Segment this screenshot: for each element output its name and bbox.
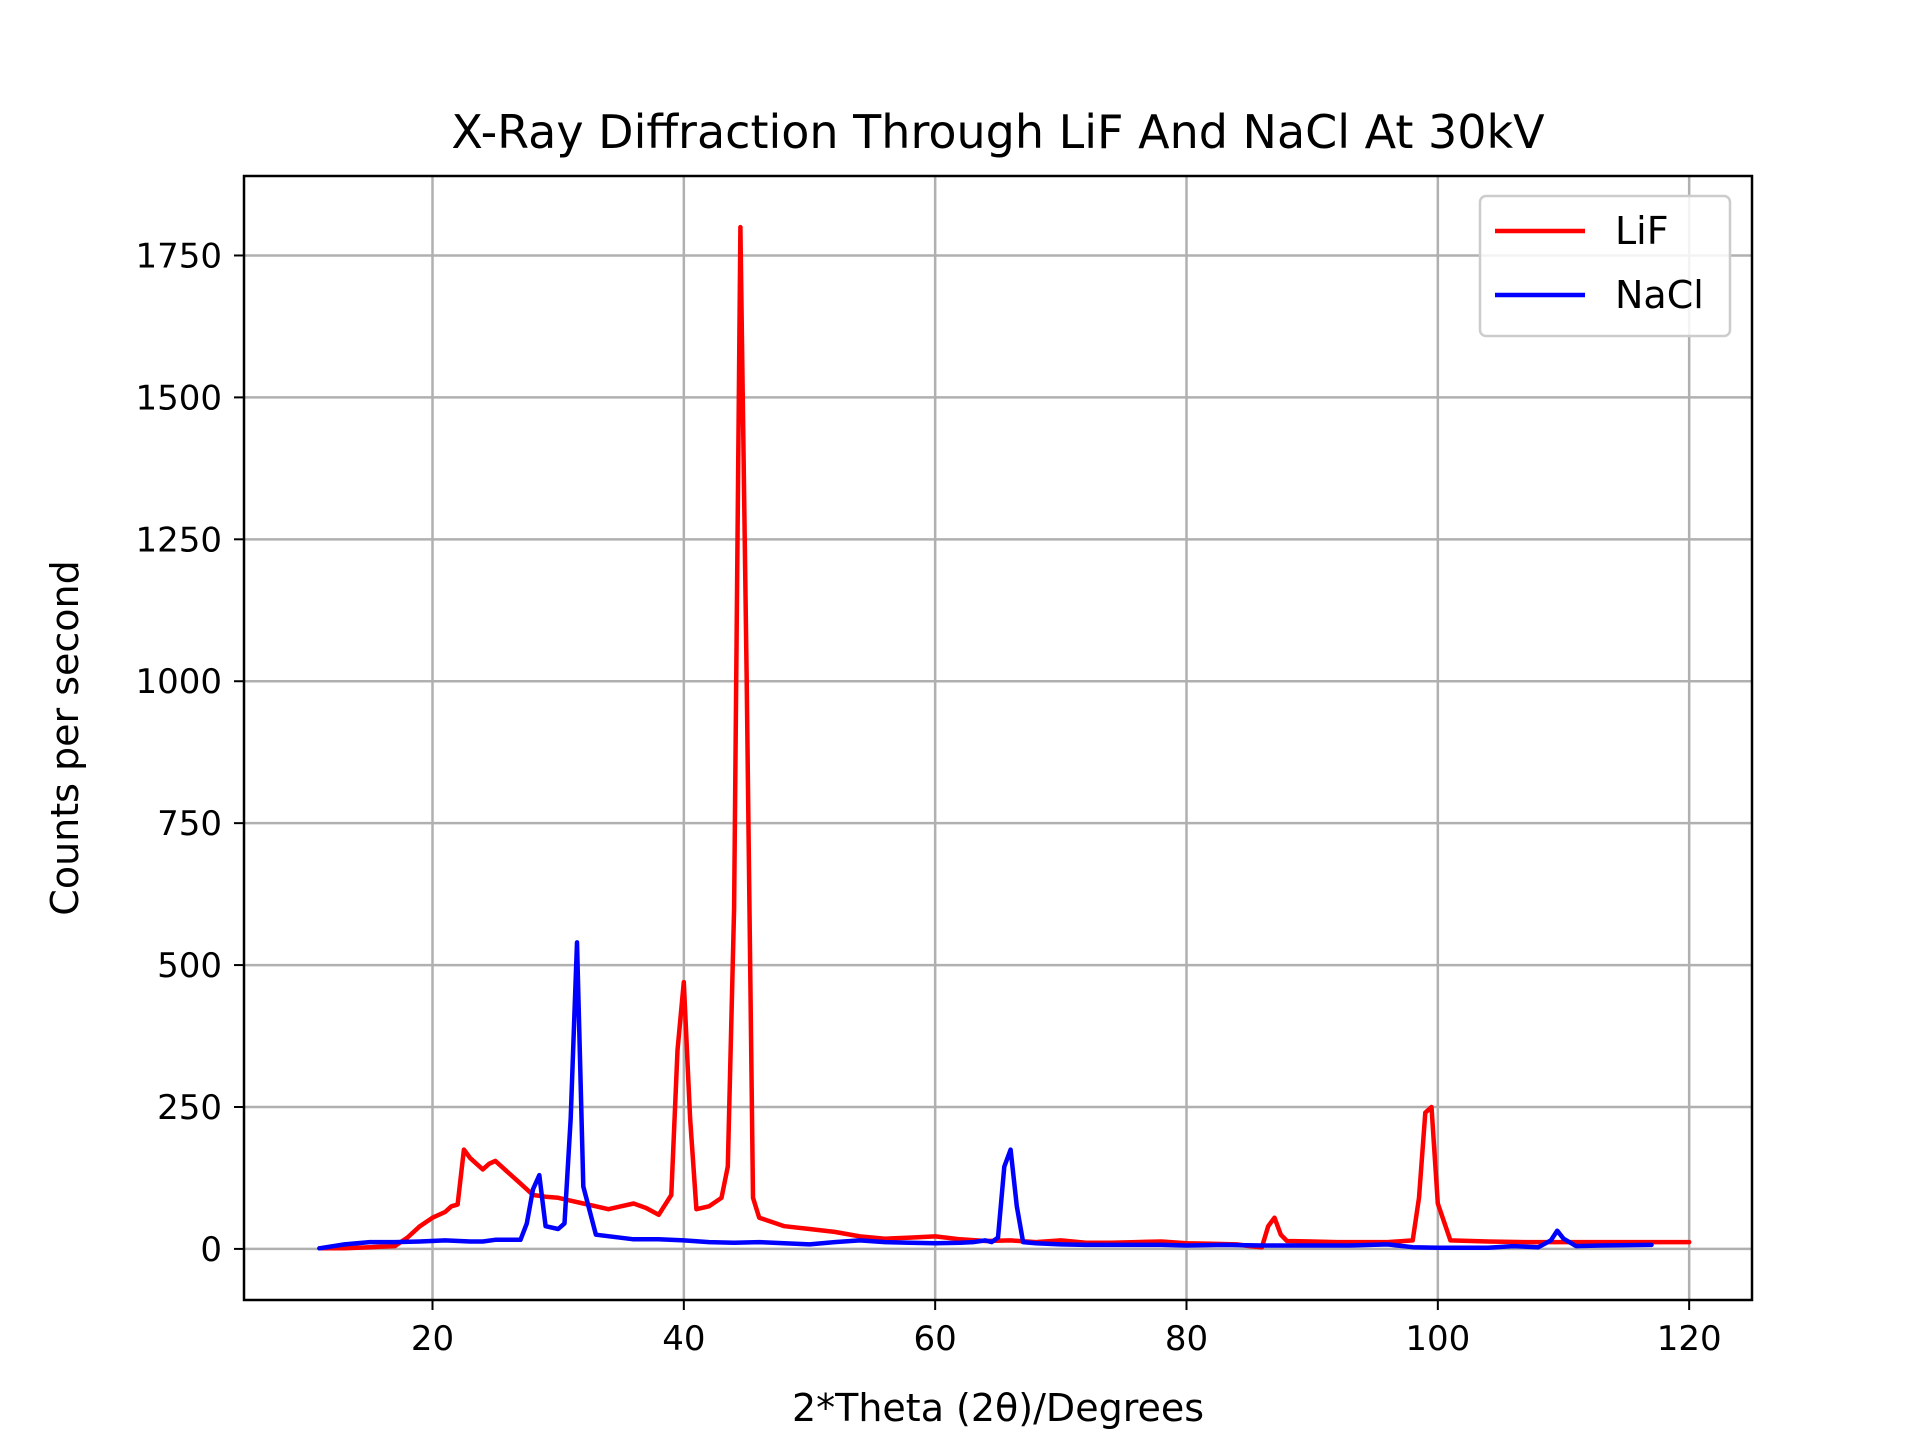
y-tick-label: 750: [157, 804, 222, 844]
x-tick-label: 100: [1405, 1319, 1470, 1359]
series-line-nacl: [317, 940, 1654, 1251]
plot-frame: [242, 174, 1754, 1302]
chart-title: X-Ray Diffraction Through LiF And NaCl A…: [451, 105, 1545, 159]
series-line-lif: [317, 224, 1692, 1251]
y-tick-label: 1250: [135, 520, 222, 560]
x-axis: 20 40 60 80 100 120: [411, 1300, 1722, 1359]
legend-label-lif: LiF: [1615, 209, 1669, 253]
y-tick-label: 500: [157, 946, 222, 986]
legend: LiF NaCl: [1478, 194, 1732, 338]
y-axis: 0 250 500 750 1000 1250 1500 1750: [135, 236, 244, 1270]
legend-label-nacl: NaCl: [1615, 273, 1704, 317]
y-tick-label: 1000: [135, 662, 222, 702]
grid-lines: [244, 176, 1752, 1300]
y-tick-label: 1500: [135, 378, 222, 418]
x-tick-label: 20: [411, 1319, 454, 1359]
y-tick-label: 0: [200, 1230, 222, 1270]
x-tick-label: 80: [1165, 1319, 1208, 1359]
y-tick-label: 1750: [135, 236, 222, 276]
x-tick-label: 40: [662, 1319, 705, 1359]
series-layer: [317, 224, 1692, 1251]
x-tick-label: 120: [1657, 1319, 1722, 1359]
x-axis-label: 2*Theta (2θ)/Degrees: [792, 1386, 1204, 1430]
y-tick-label: 250: [157, 1088, 222, 1128]
y-axis-label: Counts per second: [43, 560, 87, 915]
x-tick-label: 60: [914, 1319, 957, 1359]
